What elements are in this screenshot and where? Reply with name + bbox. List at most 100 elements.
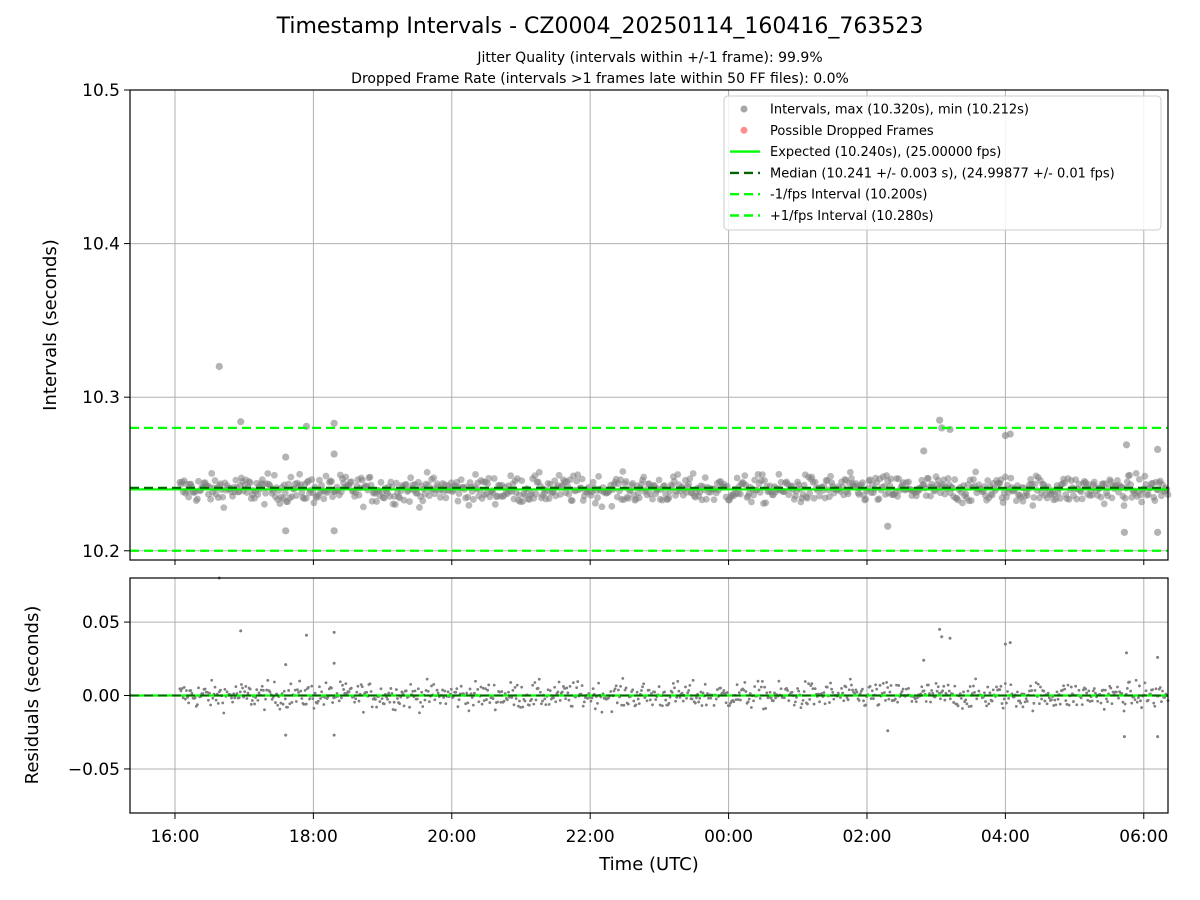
residual-point: [496, 700, 499, 704]
residual-point: [1088, 700, 1092, 703]
residual-point: [536, 686, 540, 690]
residual-point: [1064, 699, 1068, 702]
interval-point: [748, 498, 755, 506]
residual-point: [988, 691, 992, 695]
residual-point: [857, 698, 861, 702]
residual-point: [1146, 698, 1150, 702]
residual-point: [1036, 682, 1040, 686]
residual-point: [877, 703, 881, 706]
interval-point: [758, 471, 766, 478]
residual-point: [742, 688, 746, 692]
interval-point: [844, 490, 852, 498]
residual-point: [571, 681, 575, 685]
residual-point: [904, 687, 908, 691]
residual-point: [441, 688, 444, 692]
residual-point: [1103, 688, 1107, 692]
residual-point: [1133, 698, 1137, 701]
interval-point: [635, 494, 643, 502]
interval-outlier-point: [1122, 441, 1131, 449]
top-y-tick-label: 10.5: [82, 81, 120, 101]
residual-point: [473, 691, 476, 695]
residual-point: [995, 685, 998, 689]
residual-point: [887, 697, 891, 701]
residual-point: [464, 702, 468, 706]
residual-point: [660, 704, 664, 708]
residual-point: [642, 682, 646, 686]
residual-point: [631, 688, 635, 692]
residual-point: [748, 692, 752, 695]
top-y-tick-label: 10.4: [82, 235, 120, 255]
residual-point: [207, 698, 210, 702]
interval-point: [425, 492, 433, 500]
residual-point: [760, 679, 764, 683]
interval-point: [380, 494, 388, 502]
residual-point: [477, 700, 481, 704]
residual-point: [1086, 698, 1090, 702]
residual-point: [956, 704, 960, 708]
interval-point: [848, 475, 855, 482]
interval-point: [573, 477, 581, 485]
residual-point: [418, 711, 421, 715]
residual-point: [1002, 697, 1006, 701]
legend-entry-label: +1/fps Interval (10.280s): [770, 209, 934, 224]
residual-point: [398, 702, 402, 706]
interval-point: [762, 499, 770, 507]
residual-point: [304, 702, 308, 706]
residual-point: [1043, 699, 1047, 703]
legend-marker: [740, 126, 748, 134]
residual-point: [279, 701, 283, 705]
interval-point: [578, 475, 586, 483]
x-tick-label: 16:00: [150, 827, 199, 847]
residual-point: [390, 692, 394, 695]
residual-point: [298, 679, 302, 683]
residual-point: [203, 687, 207, 691]
residual-point: [374, 697, 377, 701]
residual-point: [435, 688, 439, 692]
residual-point: [509, 681, 513, 684]
residual-point: [914, 700, 918, 704]
residual-point: [1006, 690, 1009, 693]
residual-point: [296, 688, 299, 692]
residual-point: [1153, 704, 1157, 708]
residual-point: [619, 684, 623, 688]
residual-point: [185, 689, 188, 692]
interval-point: [185, 493, 193, 501]
interval-point: [970, 476, 977, 483]
residual-point: [433, 698, 437, 702]
interval-point: [737, 490, 744, 498]
residual-point: [958, 692, 962, 695]
residual-point: [255, 688, 259, 692]
residual-point: [342, 688, 346, 691]
interval-point: [308, 476, 316, 483]
residual-point: [799, 706, 803, 710]
interval-point: [484, 480, 491, 488]
residual-point: [673, 686, 676, 690]
residual-point: [231, 700, 234, 704]
residual-point: [424, 688, 428, 692]
residual-point: [245, 697, 249, 700]
residual-point: [847, 688, 851, 692]
interval-point: [208, 470, 216, 477]
residual-point: [322, 703, 326, 706]
residual-point: [706, 692, 709, 695]
interval-point: [924, 474, 932, 482]
residual-point: [1039, 685, 1042, 689]
residual-point: [928, 692, 931, 695]
residual-point: [324, 681, 328, 685]
residual-point: [250, 699, 254, 702]
residual-point: [587, 692, 591, 695]
interval-point: [416, 504, 423, 511]
interval-point: [785, 491, 793, 499]
interval-outlier-point: [920, 447, 928, 455]
residual-point: [658, 703, 662, 707]
residual-point: [444, 702, 448, 706]
interval-point: [710, 496, 718, 504]
interval-point: [808, 473, 816, 481]
interval-outlier-point: [330, 419, 338, 427]
interval-point: [373, 498, 380, 505]
interval-point: [733, 474, 741, 482]
residual-point: [280, 692, 284, 696]
residual-point: [500, 690, 504, 693]
residual-point: [647, 688, 651, 692]
